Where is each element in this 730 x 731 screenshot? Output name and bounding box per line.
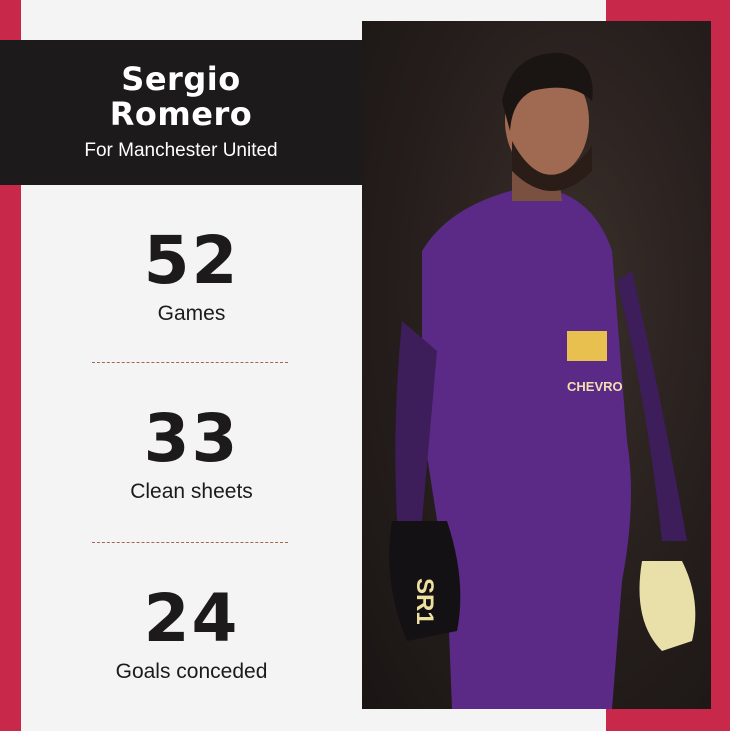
player-photo: CHEVRO SR1 (362, 21, 711, 709)
sponsor-logo (567, 331, 607, 361)
jersey-sponsor-text: CHEVRO (567, 379, 623, 394)
stat-value: 24 (143, 580, 240, 657)
goalkeeper-illustration: CHEVRO SR1 (389, 52, 696, 709)
divider (92, 362, 288, 363)
stat-clean-sheets: 33 Clean sheets (21, 406, 362, 504)
stat-games: 52 Games (21, 228, 362, 326)
glove-text: SR1 (411, 578, 438, 625)
stat-goals-conceded: 24 Goals conceded (21, 586, 362, 684)
stat-label: Clean sheets (130, 480, 253, 503)
stat-label: Games (157, 302, 226, 325)
player-subtitle: For Manchester United (84, 140, 278, 161)
player-header: Sergio Romero For Manchester United (0, 40, 362, 185)
divider (92, 542, 288, 543)
player-first-name: Sergio (121, 60, 241, 98)
player-last-name: Romero (109, 95, 253, 133)
left-glove (389, 521, 461, 641)
right-glove (639, 561, 696, 651)
stat-value: 33 (143, 400, 240, 477)
stat-value: 52 (143, 222, 240, 299)
stat-label: Goals conceded (115, 660, 268, 683)
